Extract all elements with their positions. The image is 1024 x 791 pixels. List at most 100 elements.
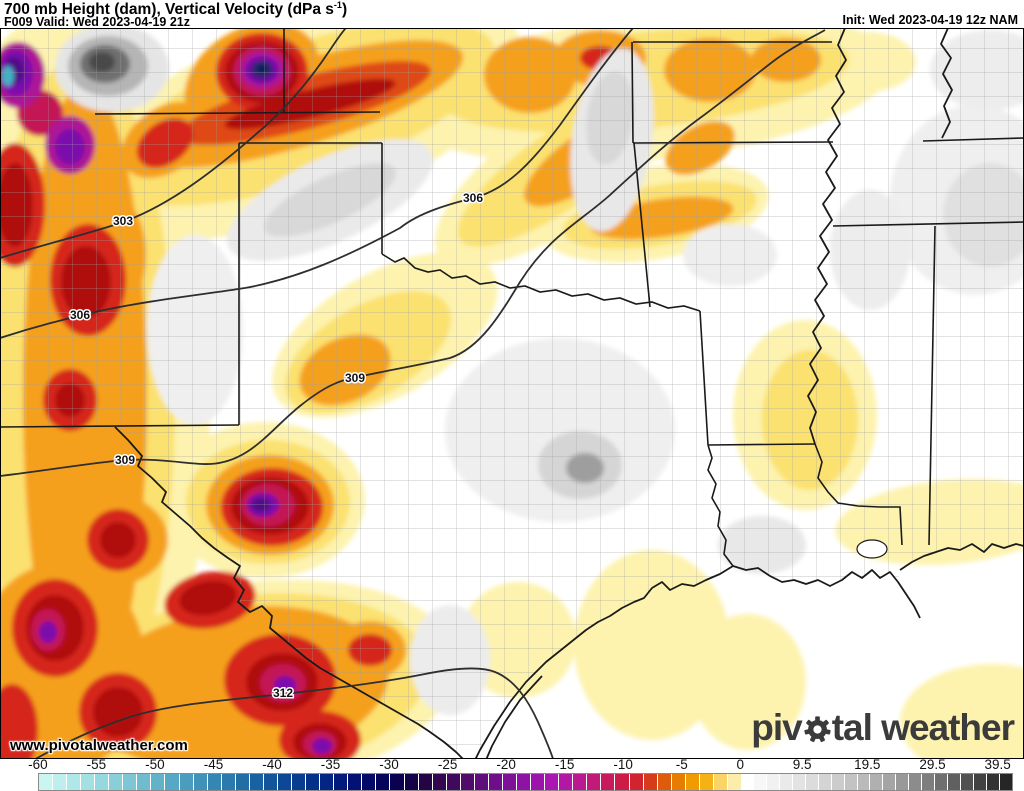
state-border: [699, 310, 709, 446]
colorbar-cell: [960, 774, 973, 790]
title-superscript: -1: [333, 0, 342, 10]
colorbar-cell: [805, 774, 818, 790]
coastline: [899, 543, 1024, 571]
colorbar-tick: 39.5: [984, 757, 1011, 772]
state-border: [814, 443, 903, 546]
colorbar-cell: [857, 774, 870, 790]
height-contour: [29, 667, 555, 763]
colorbar-cell: [460, 774, 474, 790]
gear-tooth: [822, 719, 829, 727]
init-time-label: Init: Wed 2023-04-19 12z NAM: [842, 13, 1018, 27]
colorbar-cell: [792, 774, 805, 790]
colorbar-cell: [292, 774, 306, 790]
colorbar-cell: [870, 774, 883, 790]
colorbar-cell: [831, 774, 844, 790]
velocity-blob: [690, 614, 806, 750]
colorbar-cell: [545, 774, 559, 790]
colorbar-tick: 0: [736, 757, 744, 772]
colorbar-cell: [95, 774, 109, 790]
state-border: [94, 111, 381, 115]
colorbar-cell: [67, 774, 81, 790]
colorbar-cell: [446, 774, 460, 790]
gear-tooth: [824, 729, 831, 735]
colorbar: -60 -55 -50 -45 -40 -35 -30 -25 -20 -15 -10 -5 0 9.5 1…: [0, 757, 1024, 791]
watermark-url: www.pivotalweather.com: [10, 737, 188, 754]
colorbar-cell: [657, 774, 671, 790]
river-border: [114, 426, 467, 763]
state-border: [707, 444, 734, 567]
colorbar-cell: [587, 774, 601, 790]
colorbar-cell: [207, 774, 221, 790]
colorbar-tick: -60: [28, 757, 48, 772]
colorbar-tick: -55: [86, 757, 107, 772]
coastline: [732, 565, 921, 619]
contour-label: 309: [115, 453, 135, 467]
gear-tooth: [805, 719, 813, 727]
colorbar-cell: [573, 774, 587, 790]
colorbar-cell: [741, 774, 754, 790]
header: 700 mb Height (dam), Vertical Velocity (…: [0, 0, 1024, 29]
colorbar-cell: [713, 774, 727, 790]
logo-text-piv: piv: [751, 707, 802, 748]
coastline: [473, 565, 734, 763]
colorbar-cell: [179, 774, 193, 790]
colorbar-cell: [947, 774, 960, 790]
gear-icon: [804, 710, 831, 752]
colorbar-cell: [909, 774, 922, 790]
colorbar-cell: [818, 774, 831, 790]
colorbar-cell: [502, 774, 516, 790]
colorbar-tick: -35: [320, 757, 341, 772]
contour-label: 306: [463, 191, 483, 205]
colorbar-cell: [559, 774, 573, 790]
colorbar-cell: [643, 774, 657, 790]
velocity-blob: [179, 580, 237, 616]
colorbar-cell: [52, 774, 66, 790]
colorbar-cell: [334, 774, 348, 790]
page-title: 700 mb Height (dam), Vertical Velocity (…: [4, 0, 347, 19]
colorbar-cell: [999, 774, 1012, 790]
colorbar-cell: [935, 774, 947, 790]
colorbar-cell: [277, 774, 291, 790]
colorbar-cell: [404, 774, 418, 790]
colorbar-cell: [883, 774, 896, 790]
colorbar-cell: [671, 774, 685, 790]
colorbar-tick: -25: [437, 757, 458, 772]
colorbar-cell: [986, 774, 999, 790]
colorbar-tick: -50: [145, 757, 165, 772]
colorbar-swatches: [37, 773, 1013, 791]
velocity-blob: [93, 687, 143, 737]
colorbar-cell: [263, 774, 277, 790]
colorbar-cell: [221, 774, 235, 790]
colorbar-tick-labels: -60 -55 -50 -45 -40 -35 -30 -25 -20 -15 -10 -5 0 9.5 1…: [28, 757, 1011, 772]
colorbar-cell: [109, 774, 123, 790]
contour-label: 309: [345, 371, 365, 385]
colorbar-positive-cells: [741, 774, 1012, 790]
state-border: [928, 225, 936, 546]
title-text: 700 mb Height (dam), Vertical Velocity (…: [4, 1, 334, 19]
colorbar-tick: -15: [554, 757, 575, 772]
state-border: [832, 221, 1024, 227]
state-border: [0, 424, 240, 428]
height-contour: [0, 27, 347, 259]
colorbar-cell: [376, 774, 390, 790]
valid-time-label: F009 Valid: Wed 2023-04-19 21z: [4, 15, 190, 29]
colorbar-tick: -20: [496, 757, 516, 772]
gear-tooth: [809, 735, 816, 743]
colorbar-cell: [418, 774, 432, 790]
colorbar-cell: [38, 774, 52, 790]
colorbar-tick: 9.5: [792, 757, 812, 772]
state-border: [632, 141, 834, 144]
colorbar-cell: [249, 774, 263, 790]
colorbar-cell: [685, 774, 699, 790]
gear-tooth: [804, 729, 811, 735]
velocity-blob: [100, 522, 136, 558]
river-border: [940, 27, 953, 139]
colorbar-cell: [615, 774, 629, 790]
river-border: [807, 27, 847, 445]
state-border: [707, 443, 816, 446]
gear-tooth: [814, 716, 820, 722]
colorbar-cell: [973, 774, 986, 790]
